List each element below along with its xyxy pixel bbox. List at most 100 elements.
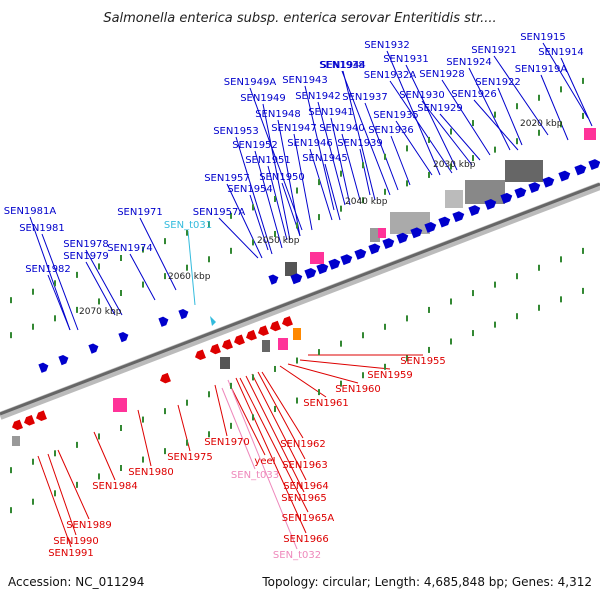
gene-label-sen1954[interactable]: SEN1954 xyxy=(227,184,273,195)
gene-label-sen1978[interactable]: SEN1978 xyxy=(63,239,109,250)
gene-label-sen1949a[interactable]: SEN1949A xyxy=(224,77,277,88)
feature-box[interactable] xyxy=(378,228,386,238)
forward-gene-arrow[interactable] xyxy=(158,315,170,327)
gene-label-sen1945[interactable]: SEN1945 xyxy=(302,153,348,164)
rev-label-sen1962[interactable]: SEN1962 xyxy=(280,439,326,450)
gene-label-sen1928[interactable]: SEN1928 xyxy=(419,69,465,80)
forward-gene-arrow[interactable] xyxy=(118,331,130,343)
gene-label-sen1926[interactable]: SEN1926 xyxy=(451,89,497,100)
forward-gene-arrow[interactable] xyxy=(528,181,541,194)
gene-label-sen1981a[interactable]: SEN1981A xyxy=(4,206,57,217)
gene-label-sen1919a[interactable]: SEN1919A xyxy=(515,64,568,75)
forward-gene-arrow[interactable] xyxy=(368,242,381,255)
pseudo-label-sen_t033[interactable]: SEN_t033 xyxy=(231,470,279,481)
rev-label-sen1984[interactable]: SEN1984 xyxy=(92,481,138,492)
rev-label-sen1959[interactable]: SEN1959 xyxy=(367,370,413,381)
rev-label-sen1965a[interactable]: SEN1965A xyxy=(282,513,335,524)
gene-label-sen1971[interactable]: SEN1971 xyxy=(117,207,163,218)
reverse-gene-arrow[interactable] xyxy=(34,410,47,422)
gene-label-sen1922[interactable]: SEN1922 xyxy=(475,77,521,88)
rev-label-sen1961[interactable]: SEN1961 xyxy=(303,398,349,409)
forward-gene-arrow[interactable] xyxy=(38,361,50,373)
trna-label-sen_t031[interactable]: SEN_t031 xyxy=(164,220,212,231)
reverse-gene-arrow[interactable] xyxy=(244,329,257,342)
gene-label-sen1947[interactable]: SEN1947 xyxy=(271,123,317,134)
gene-label-sen1942[interactable]: SEN1942 xyxy=(295,91,341,102)
gene-label-sen1979[interactable]: SEN1979 xyxy=(63,251,109,262)
rev-label-sen1966[interactable]: SEN1966 xyxy=(283,534,329,545)
forward-gene-arrow[interactable] xyxy=(268,273,280,285)
forward-gene-arrow[interactable] xyxy=(178,308,190,320)
forward-gene-arrow[interactable] xyxy=(468,204,481,217)
feature-box[interactable] xyxy=(278,338,288,350)
rev-label-sen1989[interactable]: SEN1989 xyxy=(66,520,112,531)
rev-label-sen1975[interactable]: SEN1975 xyxy=(167,452,213,463)
reverse-gene-arrow[interactable] xyxy=(208,343,221,356)
rev-label-sen1980[interactable]: SEN1980 xyxy=(128,467,174,478)
gene-label-sen1937[interactable]: SEN1937 xyxy=(342,92,388,103)
gene-label-sen1952[interactable]: SEN1952 xyxy=(232,140,278,151)
forward-gene-arrow[interactable] xyxy=(558,169,571,182)
forward-gene-arrow[interactable] xyxy=(396,231,409,244)
gene-label-sen1941[interactable]: SEN1941 xyxy=(308,107,354,118)
forward-gene-arrow[interactable] xyxy=(514,186,527,199)
forward-gene-arrow[interactable] xyxy=(88,342,100,354)
gene-label-sen1936[interactable]: SEN1936 xyxy=(368,125,414,136)
rev-label-sen1965[interactable]: SEN1965 xyxy=(281,493,327,504)
gene-label-sen1931[interactable]: SEN1931 xyxy=(383,54,429,65)
gene-label-sen1981[interactable]: SEN1981 xyxy=(19,223,65,234)
forward-gene-arrow[interactable] xyxy=(500,191,513,204)
gene-label-sen1957a[interactable]: SEN1957A xyxy=(193,207,246,218)
reverse-gene-arrow[interactable] xyxy=(256,325,269,337)
gene-label-sen1946[interactable]: SEN1946 xyxy=(287,138,333,149)
forward-gene-arrow[interactable] xyxy=(542,175,555,188)
reverse-gene-arrow[interactable] xyxy=(193,349,206,361)
gene-label-sen1943[interactable]: SEN1943 xyxy=(282,75,328,86)
gene-label-sen1940[interactable]: SEN1940 xyxy=(319,123,365,134)
forward-gene-arrow[interactable] xyxy=(588,158,600,171)
rev-label-sen1990[interactable]: SEN1990 xyxy=(53,536,99,547)
gene-label-sen1953[interactable]: SEN1953 xyxy=(213,126,259,137)
reverse-gene-arrow[interactable] xyxy=(220,339,233,351)
reverse-gene-arrow[interactable] xyxy=(10,419,23,432)
reverse-gene-arrow[interactable] xyxy=(22,415,35,427)
rev-label-sen1991[interactable]: SEN1991 xyxy=(48,548,94,559)
forward-gene-arrow[interactable] xyxy=(340,253,353,266)
gene-label-sen1974[interactable]: SEN1974 xyxy=(107,243,153,254)
gene-label-sen1915[interactable]: SEN1915 xyxy=(520,32,566,43)
rev-label-sen1970[interactable]: SEN1970 xyxy=(204,437,250,448)
rev-label-sen1964[interactable]: SEN1964 xyxy=(283,481,329,492)
forward-gene-arrow[interactable] xyxy=(328,257,341,270)
feature-box[interactable] xyxy=(310,252,324,264)
feature-box[interactable] xyxy=(584,128,596,140)
feature-box[interactable] xyxy=(293,328,301,340)
reverse-gene-arrow[interactable] xyxy=(158,372,171,385)
forward-gene-arrow[interactable] xyxy=(452,210,465,223)
forward-gene-arrow[interactable] xyxy=(382,237,395,250)
gene-label-sen1951[interactable]: SEN1951 xyxy=(245,155,291,166)
gene-label-sen1929[interactable]: SEN1929 xyxy=(417,103,463,114)
reverse-gene-arrow[interactable] xyxy=(232,334,245,347)
gene-label-sen1921[interactable]: SEN1921 xyxy=(471,45,517,56)
gene-label-sen1939[interactable]: SEN1939 xyxy=(337,138,383,149)
gene-label-sen1932[interactable]: SEN1932 xyxy=(364,40,410,51)
gene-label-sen1930[interactable]: SEN1930 xyxy=(399,90,445,101)
forward-gene-arrow[interactable] xyxy=(354,247,367,260)
rev-label-sen1960[interactable]: SEN1960 xyxy=(335,384,381,395)
rev-label-sen1955[interactable]: SEN1955 xyxy=(400,356,446,367)
gene-label-sen1932a[interactable]: SEN1932A xyxy=(364,70,417,81)
forward-gene-arrow[interactable] xyxy=(410,226,423,239)
reverse-gene-arrow[interactable] xyxy=(280,316,293,328)
feature-box[interactable] xyxy=(113,398,127,412)
forward-gene-arrow[interactable] xyxy=(438,215,451,228)
forward-gene-arrow[interactable] xyxy=(484,198,497,210)
gene-label-sen1982[interactable]: SEN1982 xyxy=(25,264,71,275)
gene-label-sen1950[interactable]: SEN1950 xyxy=(259,172,305,183)
gene-label-sen1935[interactable]: SEN1935 xyxy=(373,110,419,121)
forward-gene-arrow[interactable] xyxy=(304,267,317,279)
gene-label-sen1938[interactable]: SEN1938 xyxy=(319,60,365,71)
gene-label-sen1914[interactable]: SEN1914 xyxy=(538,47,584,58)
reverse-gene-arrow[interactable] xyxy=(268,320,281,333)
forward-gene-arrow[interactable] xyxy=(316,262,329,275)
forward-gene-arrow[interactable] xyxy=(574,163,587,176)
